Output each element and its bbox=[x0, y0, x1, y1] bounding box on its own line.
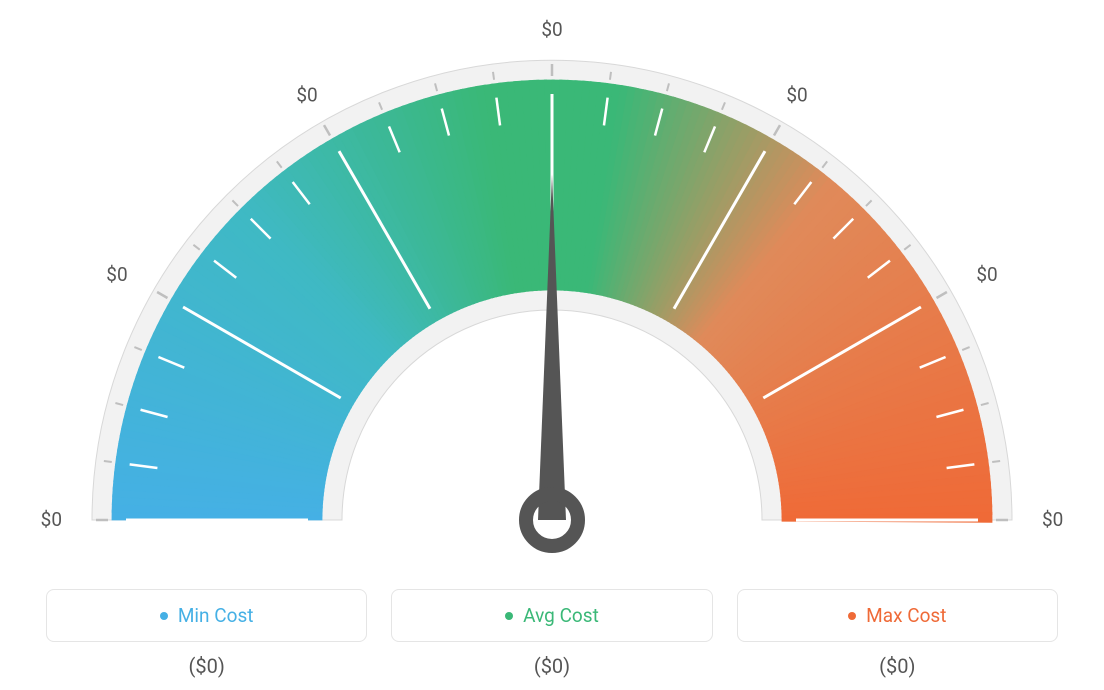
gauge-tick-label: $0 bbox=[296, 84, 317, 107]
legend-box: Max Cost bbox=[737, 589, 1058, 642]
gauge-outer-minor-tick bbox=[992, 461, 1000, 462]
legend-dot-icon bbox=[848, 612, 856, 620]
gauge-tick-label: $0 bbox=[541, 18, 562, 41]
gauge-chart: $0 $0 $0 $0 $0 $0 $0 bbox=[0, 0, 1104, 560]
legend-item: Max Cost ($0) bbox=[737, 589, 1058, 678]
legend-label: Avg Cost bbox=[523, 604, 599, 627]
legend-label: Max Cost bbox=[866, 604, 946, 627]
gauge-tick-label: $0 bbox=[976, 263, 997, 286]
gauge-tick-label: $0 bbox=[786, 84, 807, 107]
gauge-outer-minor-tick bbox=[493, 72, 494, 80]
legend-value: ($0) bbox=[737, 654, 1058, 678]
gauge-tick-label: $0 bbox=[106, 263, 127, 286]
legend-item: Avg Cost ($0) bbox=[391, 589, 712, 678]
legend-label: Min Cost bbox=[178, 604, 254, 627]
gauge-outer-minor-tick bbox=[104, 461, 112, 462]
legend-dot-icon bbox=[505, 612, 513, 620]
gauge-tick-label: $0 bbox=[1042, 508, 1063, 531]
gauge-svg: $0 $0 $0 $0 $0 $0 $0 bbox=[0, 0, 1104, 560]
legend-row: Min Cost ($0) Avg Cost ($0) Max Cost ($0) bbox=[46, 589, 1058, 678]
legend-value: ($0) bbox=[46, 654, 367, 678]
legend-box: Min Cost bbox=[46, 589, 367, 642]
gauge-tick-label: $0 bbox=[41, 508, 62, 531]
legend-dot-icon bbox=[160, 612, 168, 620]
legend-item: Min Cost ($0) bbox=[46, 589, 367, 678]
gauge-outer-minor-tick bbox=[610, 72, 611, 80]
legend-value: ($0) bbox=[391, 654, 712, 678]
legend-box: Avg Cost bbox=[391, 589, 712, 642]
